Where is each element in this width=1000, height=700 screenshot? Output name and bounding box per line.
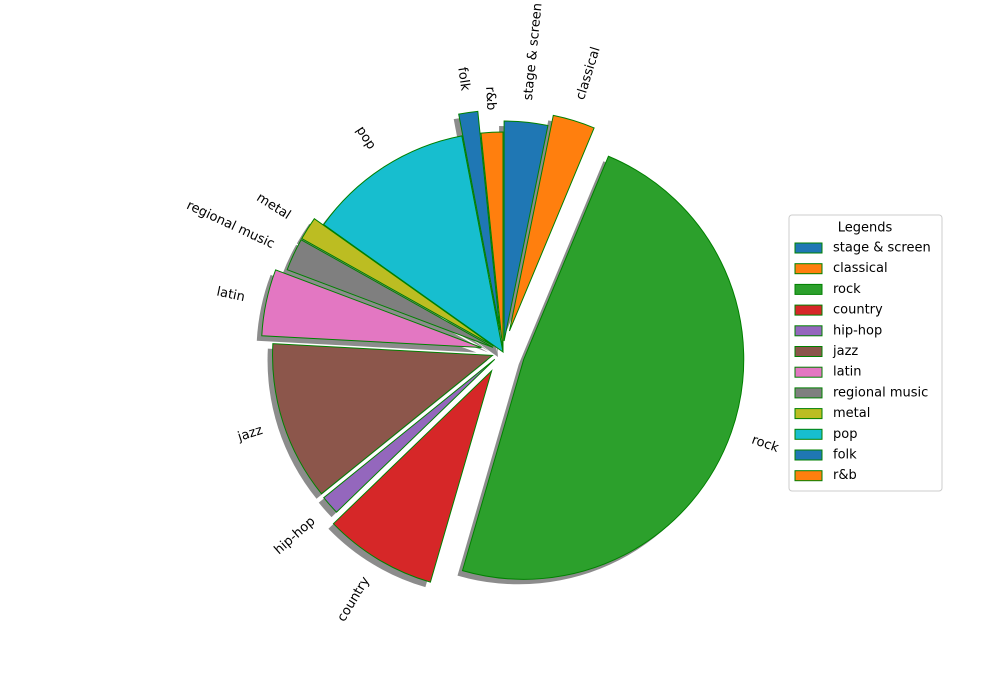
legend-label: folk — [833, 448, 857, 463]
legend-swatch — [794, 366, 823, 378]
wedge — [461, 155, 745, 580]
wedge-label: folk — [454, 66, 472, 92]
wedge-label: jazz — [235, 423, 265, 445]
legend-swatch — [794, 346, 823, 357]
legend-label: regional music — [833, 385, 928, 400]
wedge — [508, 114, 595, 332]
legend-label: hip-hop — [833, 323, 882, 338]
wedge — [261, 269, 482, 348]
wedge-label: stage & screen — [521, 2, 546, 101]
wedge-label: metal — [254, 190, 294, 223]
wedge-label: classical — [573, 45, 603, 102]
wedge — [480, 131, 504, 353]
wedge — [272, 343, 494, 495]
legend-title: Legends — [838, 221, 893, 236]
legend-swatch — [794, 325, 823, 337]
wedge — [458, 110, 501, 331]
legend-label: r&b — [833, 468, 857, 483]
legend-label: country — [833, 303, 883, 318]
legend-label: stage & screen — [833, 241, 931, 256]
wedge-label: rock — [750, 433, 782, 457]
legend-label: classical — [833, 261, 888, 276]
wedge-label: latin — [215, 285, 246, 306]
legend-label: metal — [833, 406, 870, 421]
wedge — [286, 239, 494, 348]
legend-label: pop — [833, 427, 857, 442]
wedge — [322, 135, 504, 354]
wedge — [503, 120, 549, 342]
wedge-label: r&b — [482, 86, 498, 110]
legend-label: latin — [833, 365, 862, 380]
legend-box — [788, 214, 943, 492]
wedge-label: country — [335, 574, 374, 625]
legend-swatch — [794, 449, 823, 461]
legend-label: jazz — [832, 344, 858, 359]
wedge — [301, 218, 494, 347]
wedge — [332, 369, 493, 583]
legend-swatch — [794, 428, 823, 440]
legend-swatch — [794, 242, 823, 254]
legend-label: rock — [833, 282, 861, 297]
legend-swatch — [794, 263, 823, 275]
wedge-label: hip-hop — [272, 514, 319, 558]
wedge-layer — [261, 110, 745, 583]
legend-swatch — [794, 470, 823, 482]
legend-swatch — [794, 387, 823, 399]
wedge-label: pop — [353, 124, 379, 153]
legend-swatch — [794, 408, 823, 420]
legend-swatch — [794, 283, 823, 295]
legend-swatch — [794, 304, 823, 316]
legend: Legends stage & screen classical rock count… — [788, 214, 943, 492]
wedge — [323, 358, 496, 513]
